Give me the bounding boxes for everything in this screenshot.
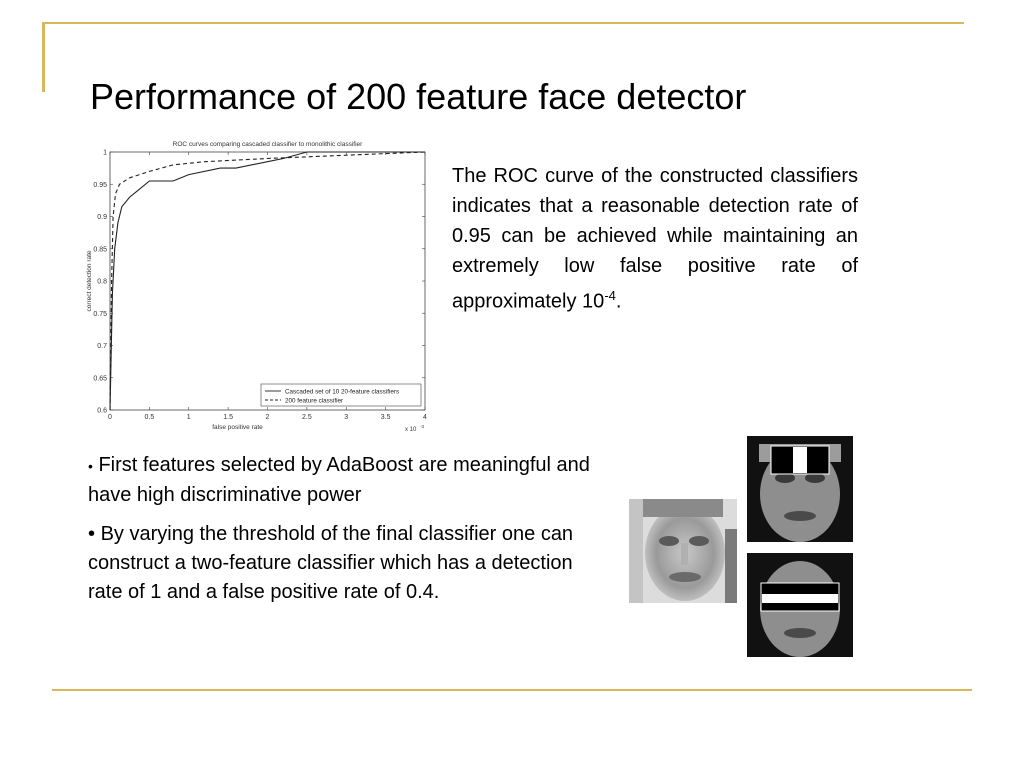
series-line-2 <box>109 151 426 411</box>
y-tick-label: 0.75 <box>93 311 107 318</box>
bullet-text-2: By varying the threshold of the final cl… <box>88 523 574 603</box>
accent-top-line <box>42 22 964 24</box>
x-tick-label: 1.5 <box>223 414 233 421</box>
legend-box <box>260 383 422 407</box>
x-tick-label: 3.5 <box>381 414 391 421</box>
accent-vertical-line <box>42 22 45 92</box>
x-tick-label: 3 <box>344 414 348 421</box>
y-tick-label: 0.6 <box>97 408 107 415</box>
bullet-list: • First features selected by AdaBoost ar… <box>88 451 598 617</box>
roc-chart: ROC curves comparing cascaded classifier… <box>86 141 427 433</box>
accent-bottom-line <box>52 689 972 691</box>
x-axis-multiplier-exponent: -3 <box>420 424 424 429</box>
x-tick-label: 0 <box>108 414 112 421</box>
roc-description-exponent: -4 <box>604 288 616 303</box>
x-tick-label: 2 <box>266 414 270 421</box>
y-tick-label: 1 <box>103 150 107 157</box>
slide-title: Performance of 200 feature face detector <box>90 76 747 117</box>
x-tick-label: 2.5 <box>302 414 312 421</box>
y-tick-label: 0.85 <box>93 246 107 253</box>
roc-description-text: The ROC curve of the constructed classif… <box>452 165 858 313</box>
series-line-1 <box>109 151 425 411</box>
plot-area <box>109 151 426 411</box>
y-tick-label: 0.95 <box>93 182 107 189</box>
x-tick-label: 4 <box>423 414 427 421</box>
bullet-item-1: • First features selected by AdaBoost ar… <box>88 451 598 510</box>
y-tick-label: 0.7 <box>97 343 107 350</box>
legend-label-1: Cascaded set of 10 20-feature classifier… <box>285 388 399 395</box>
x-tick-label: 1 <box>187 414 191 421</box>
bullet-marker-1: • <box>88 458 93 474</box>
bullet-item-2: • By varying the threshold of the final … <box>88 520 598 607</box>
y-tick-label: 0.9 <box>97 214 107 221</box>
y-tick-label: 0.8 <box>97 279 107 286</box>
x-axis-multiplier: x 10 <box>405 427 417 433</box>
roc-description: The ROC curve of the constructed classif… <box>452 161 858 317</box>
chart-title: ROC curves comparing cascaded classifier… <box>173 141 363 148</box>
y-tick-label: 0.65 <box>93 375 107 382</box>
bullet-marker-2: • <box>88 523 96 545</box>
y-axis-label: correct detection rate <box>86 250 93 311</box>
legend-label-2: 200 feature classifier <box>285 397 343 404</box>
roc-description-end: . <box>615 290 622 313</box>
x-axis-label: false positive rate <box>212 424 263 431</box>
face-image-feature-2 <box>747 553 853 657</box>
bullet-text-1: First features selected by AdaBoost are … <box>88 454 590 506</box>
x-tick-label: 0.5 <box>145 414 155 421</box>
face-image-plain <box>629 499 737 603</box>
face-image-feature-1 <box>747 436 853 542</box>
